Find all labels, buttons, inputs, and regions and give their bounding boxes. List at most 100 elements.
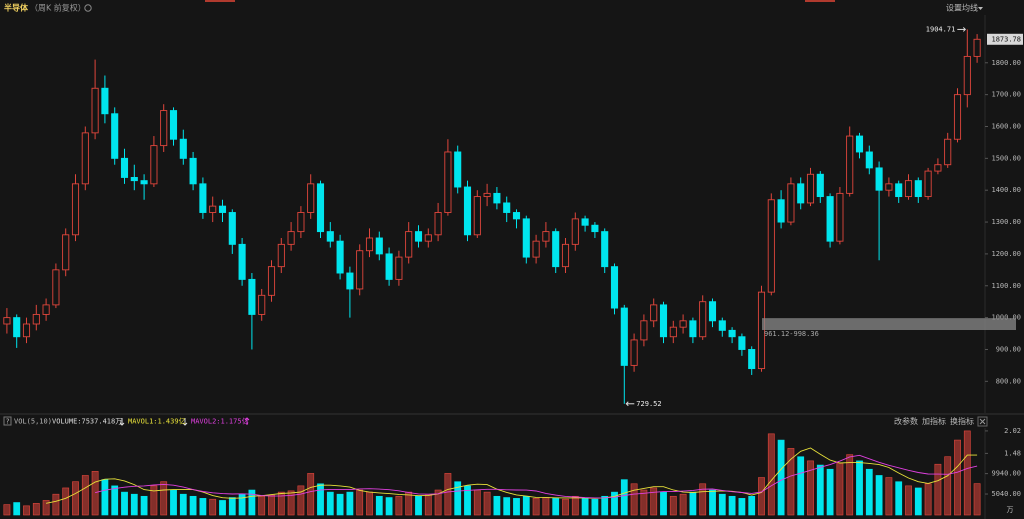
candle-body xyxy=(610,266,619,309)
candle-body xyxy=(659,304,668,338)
candle-body xyxy=(601,231,609,268)
max-label: 1904.71 xyxy=(926,25,956,33)
volume-bar xyxy=(856,460,863,516)
candle-body xyxy=(875,167,883,191)
volume-bar xyxy=(13,502,21,516)
volume-bar xyxy=(268,494,275,516)
y-tick-label: 1600.00 xyxy=(991,122,1021,130)
volume-bar xyxy=(552,498,560,516)
volume-bar xyxy=(689,491,697,516)
candle-body xyxy=(297,212,305,233)
candle-body xyxy=(22,323,31,338)
candle-body xyxy=(503,202,511,213)
volume-bar xyxy=(532,498,540,516)
candle-body xyxy=(816,173,824,198)
candle-body xyxy=(904,180,913,198)
volume-bar xyxy=(81,475,89,516)
candle-body xyxy=(865,151,873,169)
candle-body xyxy=(532,240,540,258)
dropdown-caret xyxy=(978,7,983,10)
candle-body xyxy=(767,199,775,293)
volume-bar xyxy=(640,489,648,516)
close-button[interactable] xyxy=(977,416,988,427)
volume-bar xyxy=(699,483,707,516)
candle-body xyxy=(307,183,315,213)
y-tick-label: 1100.00 xyxy=(991,282,1021,290)
volume-bar xyxy=(807,460,814,516)
volume-bar xyxy=(101,479,109,516)
volume-bar xyxy=(630,483,638,516)
volume-bar xyxy=(924,483,932,516)
volume-bar xyxy=(424,494,432,516)
help-icon[interactable]: ? xyxy=(6,418,10,426)
volume-bar xyxy=(258,495,266,516)
candle-body xyxy=(640,320,648,341)
legend-entry: MAVOL1:1.439亿 xyxy=(128,417,186,426)
volume-bar xyxy=(189,495,197,516)
edit-params-button[interactable]: 改参数 xyxy=(894,416,918,426)
volume-bar xyxy=(375,495,383,516)
candle-body xyxy=(209,205,217,213)
candle-body xyxy=(885,183,893,191)
candle-body xyxy=(81,132,89,185)
max-arrow-head xyxy=(962,27,967,32)
volume-bar xyxy=(718,493,726,516)
y-tick-label: 2.02 xyxy=(1004,427,1021,435)
candle-body xyxy=(699,301,707,338)
candle-body xyxy=(454,151,462,188)
volume-bar xyxy=(679,493,687,516)
candle-body xyxy=(101,87,109,115)
volume-bar xyxy=(562,498,569,516)
candle-body xyxy=(238,243,246,280)
volume-bar xyxy=(777,439,785,516)
candle-body xyxy=(326,231,334,242)
candle-body xyxy=(689,320,697,338)
candle-body xyxy=(591,224,599,233)
candle-body xyxy=(199,183,207,213)
candle-body xyxy=(552,231,560,268)
candle-body xyxy=(62,234,70,271)
chart-title: 半导体 xyxy=(4,3,29,13)
volume-bar xyxy=(503,497,511,516)
volume-bar xyxy=(493,495,501,516)
switch-indicator-button[interactable]: 换指标 xyxy=(950,416,974,426)
candle-body xyxy=(571,218,579,245)
candle-body xyxy=(52,269,60,306)
legend-entry: MAVOL2:1.175亿 xyxy=(191,417,249,426)
volume-bar xyxy=(52,493,60,516)
volume-bar xyxy=(297,485,305,516)
candle-body xyxy=(140,180,148,185)
volume-bar xyxy=(434,489,442,516)
volume-bar xyxy=(23,505,30,516)
candle-body xyxy=(650,304,658,322)
volume-bar xyxy=(826,468,834,516)
volume-bar xyxy=(219,500,226,516)
volume-bar xyxy=(326,491,334,516)
candle-body xyxy=(581,218,589,226)
volume-bar xyxy=(160,481,168,516)
volume-bar xyxy=(62,487,70,516)
candle-body xyxy=(120,157,129,178)
settings-icon[interactable] xyxy=(84,4,92,12)
candle-body xyxy=(346,272,354,290)
volume-bar xyxy=(865,468,873,516)
candle-body xyxy=(160,110,168,147)
ma-settings-button[interactable]: 设置均线 xyxy=(946,3,978,13)
candle-body xyxy=(914,180,922,198)
y-tick-label: 1400.00 xyxy=(991,186,1021,194)
candle-body xyxy=(806,173,815,204)
volume-bar xyxy=(405,491,413,516)
volume-bar xyxy=(179,493,187,516)
tab-marker xyxy=(205,0,235,2)
candle-body xyxy=(405,231,413,258)
candle-body xyxy=(258,294,266,315)
candle-body xyxy=(944,138,952,166)
candle-body xyxy=(542,231,550,242)
arrow xyxy=(119,422,125,426)
help-box[interactable] xyxy=(3,416,12,426)
add-indicator-button[interactable]: 加指标 xyxy=(922,416,946,426)
volume-bar xyxy=(150,485,158,516)
volume-bar xyxy=(895,481,903,516)
ma-line xyxy=(94,454,978,499)
